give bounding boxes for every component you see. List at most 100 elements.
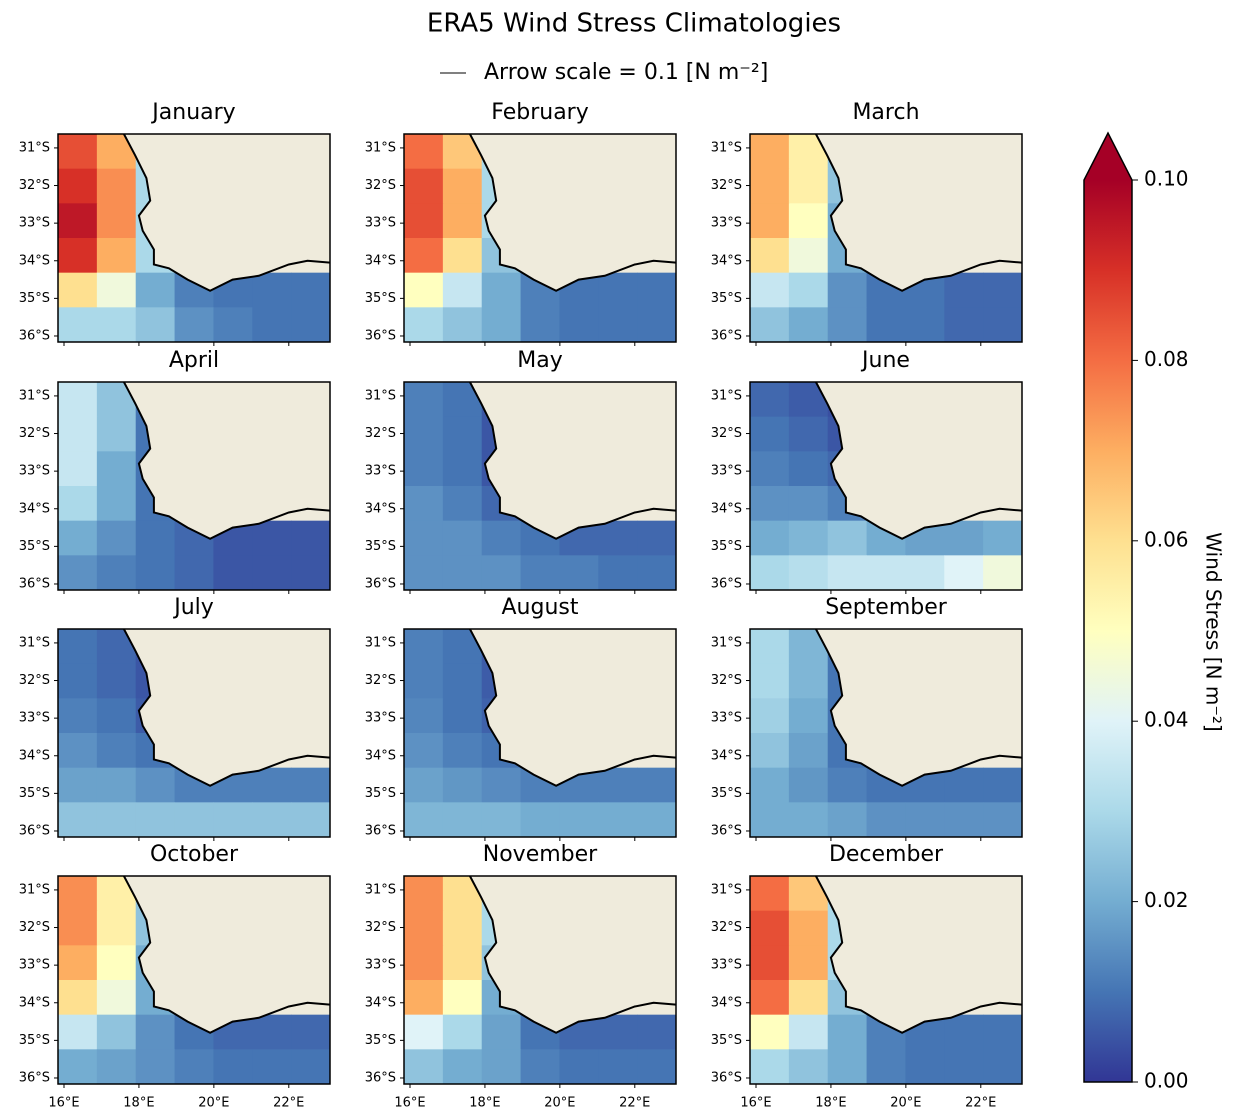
stress-cell [520,555,560,591]
colorbar-tick-label: 0.00 [1144,1069,1189,1093]
stress-cell [291,272,331,308]
stress-cell [788,945,829,981]
stress-cell [637,767,677,803]
stress-cell [404,486,444,522]
stress-cell [750,767,790,803]
y-tick-label: 32°S [19,426,50,441]
colorbar-frame [1083,131,1133,1083]
stress-cell [750,876,790,912]
stress-cell [96,203,137,239]
stress-cell [944,767,984,803]
stress-cell [481,767,522,803]
stress-cell [58,486,98,522]
stress-cell [750,629,790,665]
stress-cell [442,945,483,981]
y-tick-label: 36°S [711,1070,742,1085]
stress-cell [96,910,137,946]
x-tick-label: 16°E [394,1096,425,1111]
stress-cell [520,1049,560,1085]
y-tick-label: 36°S [365,576,396,591]
panel-frame [403,133,677,343]
stress-cell [559,555,599,591]
land [123,876,331,1033]
stress-cell [481,272,522,308]
coastline [815,133,1023,292]
stress-cell [827,555,868,591]
land [123,629,331,786]
stress-cell [983,307,1023,343]
y-tick-label: 33°S [711,711,742,726]
stress-cell [788,486,829,522]
coastline [815,875,1023,1034]
y-tick-label: 33°S [19,216,50,231]
stress-cell [750,168,790,204]
stress-cell [442,272,483,308]
stress-cell [827,272,868,308]
stress-cell [750,416,790,452]
stress-cell [96,767,137,803]
panel-frame [749,628,1023,838]
stress-cell [174,1049,214,1085]
coastline [469,381,677,540]
stress-cell [404,698,444,734]
coastline [123,133,331,292]
x-tick-label: 20°E [544,1096,575,1111]
y-tick-label: 32°S [365,920,396,935]
stress-cell [481,555,522,591]
stress-cell [905,802,945,838]
stress-cell [750,238,790,274]
y-tick-label: 31°S [19,140,50,155]
stress-cell [788,663,829,699]
stress-cell [58,663,98,699]
stress-cell [559,1049,599,1085]
land [123,382,331,539]
panel-frame [57,628,331,838]
y-tick-label: 31°S [19,882,50,897]
stress-cell [404,733,444,769]
y-tick-label: 34°S [19,501,50,516]
stress-cell [252,1049,292,1085]
stress-cell [788,168,829,204]
stress-cell [637,802,677,838]
stress-cell [442,663,483,699]
stress-cell [96,980,137,1016]
stress-cell [404,416,444,452]
y-tick-label: 34°S [365,253,396,268]
stress-cell [96,451,137,487]
stress-cell [905,1049,945,1085]
stress-cell [174,555,214,591]
stress-cell [442,910,483,946]
stress-cell [404,307,444,343]
land [469,876,676,1033]
stress-cell [637,272,677,308]
stress-cell [96,945,137,981]
stress-cell [404,663,444,699]
land [815,629,1022,786]
y-tick-label: 34°S [365,748,396,763]
stress-cell [442,307,483,343]
stress-cell [598,1049,638,1085]
y-tick-label: 31°S [19,635,50,650]
stress-cell [58,203,98,239]
stress-cell [404,168,444,204]
stress-cell [827,767,868,803]
y-tick-label: 31°S [365,635,396,650]
stress-cell [96,520,137,556]
colorbar-tick-label: 0.10 [1144,167,1189,191]
y-tick-label: 33°S [365,216,396,231]
panel-frame [749,133,1023,343]
stress-cell [866,307,906,343]
x-tick-label: 18°E [815,1096,846,1111]
stress-cell [135,767,176,803]
panel-frame [57,875,331,1085]
stress-cell [520,802,560,838]
stress-cell [788,272,829,308]
y-tick-label: 31°S [711,882,742,897]
stress-cell [58,767,98,803]
y-tick-label: 32°S [711,673,742,688]
stress-cell [944,520,984,556]
stress-cell [252,307,292,343]
stress-cell [404,272,444,308]
stress-cell [96,168,137,204]
stress-cell [827,307,868,343]
